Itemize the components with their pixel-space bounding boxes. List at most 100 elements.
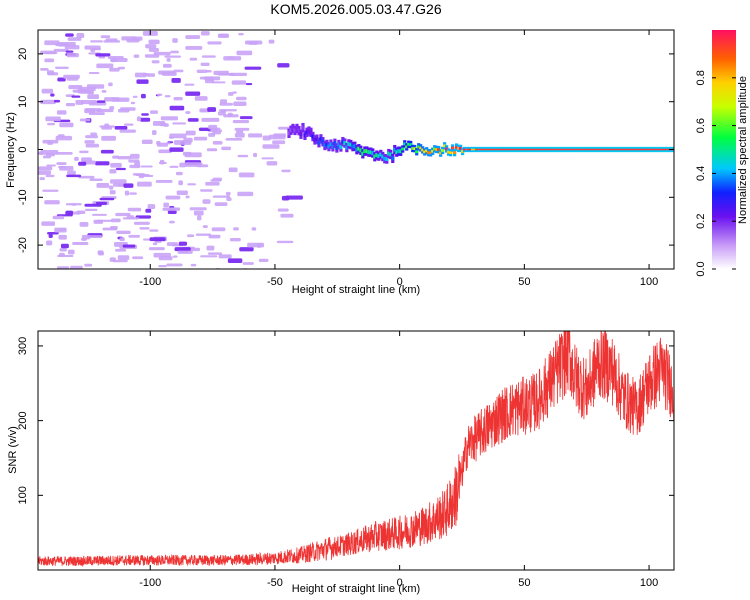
noise-patch [167, 210, 177, 215]
noise-patch [132, 256, 144, 260]
noise-patch [45, 152, 55, 157]
ridge-core [624, 148, 628, 151]
ridge-core [449, 151, 453, 155]
noise-patch [169, 165, 179, 168]
noise-patch [227, 258, 243, 264]
noise-patch [139, 227, 150, 230]
ridge-core [576, 148, 580, 151]
spectrogram-x-tick-label: 0 [397, 276, 403, 288]
noise-patch [65, 210, 74, 216]
noise-patch [53, 99, 61, 103]
noise-patch [133, 221, 150, 225]
noise-patch [210, 179, 222, 182]
ridge-core [451, 146, 455, 150]
noise-patch [130, 153, 140, 159]
ridge-core [622, 148, 626, 151]
ridge-core [462, 148, 467, 151]
noise-patch [200, 255, 218, 258]
ridge-core [590, 148, 594, 151]
noise-patch [201, 55, 216, 58]
ridge-core [616, 148, 620, 151]
noise-patch [95, 201, 107, 205]
noise-patch [110, 179, 127, 184]
noise-patch [59, 122, 74, 128]
noise-patch [141, 113, 149, 116]
noise-patch [164, 207, 180, 210]
ridge-core [596, 148, 600, 151]
noise-patch [146, 73, 156, 77]
noise-patch [136, 79, 149, 84]
ridge-core [564, 148, 568, 151]
ridge-core [558, 148, 562, 151]
noise-patch [162, 63, 172, 68]
noise-patch [166, 58, 171, 62]
noise-patch [285, 195, 303, 200]
ridge-core [389, 152, 393, 157]
noise-patch [218, 254, 232, 259]
ridge-core [423, 150, 427, 154]
noise-patch [276, 240, 294, 244]
noise-patch [206, 148, 218, 152]
ridge-core [572, 148, 576, 151]
ridge-core [492, 148, 497, 151]
noise-patch [228, 92, 234, 96]
noise-patch [56, 266, 70, 269]
ridge-core [514, 148, 519, 151]
ridge-core [626, 148, 630, 151]
ridge-core [369, 150, 373, 155]
noise-patch [57, 77, 66, 82]
ridge-core [608, 148, 612, 151]
noise-patch [169, 220, 175, 224]
ridge-core [554, 148, 558, 151]
ridge-core [393, 147, 397, 152]
noise-patch [56, 162, 67, 166]
ridge-core [335, 146, 339, 150]
noise-patch [156, 141, 161, 145]
noise-patch [198, 127, 211, 132]
ridge-core [425, 149, 429, 153]
ridge-core [630, 148, 634, 151]
ridge-core [504, 148, 509, 151]
noise-patch [141, 139, 153, 144]
noise-patch [204, 76, 221, 81]
noise-patch [151, 130, 157, 136]
noise-patch [172, 255, 178, 258]
noise-patch [272, 140, 286, 145]
noise-patch [214, 202, 228, 206]
noise-patch [96, 63, 114, 69]
ridge-core [379, 152, 383, 157]
noise-patch [89, 178, 103, 182]
noise-patch [244, 66, 262, 70]
ridge-core [345, 145, 349, 150]
noise-patch [130, 101, 136, 105]
noise-patch [225, 138, 243, 141]
noise-patch [84, 208, 98, 212]
noise-patch [218, 109, 237, 112]
noise-patch [96, 183, 110, 188]
noise-patch [47, 72, 59, 76]
ridge-core [600, 148, 604, 151]
noise-patch [115, 167, 126, 171]
noise-patch [164, 55, 182, 58]
snr-y-tick-label: 300 [17, 337, 29, 355]
spectrogram-x-tick-label: -100 [139, 276, 161, 288]
noise-patch [60, 243, 69, 249]
ridge-core [347, 142, 351, 146]
ridge-core [614, 148, 618, 151]
noise-patch [140, 117, 151, 122]
noise-patch [74, 156, 79, 161]
ridge-core [532, 148, 537, 151]
noise-patch [55, 135, 72, 141]
noise-patch [158, 149, 172, 154]
noise-patch [96, 100, 106, 103]
snr-x-tick-label: 0 [397, 577, 403, 589]
noise-patch [236, 96, 247, 101]
noise-patch [65, 33, 74, 37]
ridge-core [361, 151, 365, 156]
ridge-core [500, 148, 505, 151]
noise-patch [165, 195, 181, 200]
noise-patch [75, 100, 84, 105]
noise-patch [200, 189, 213, 192]
ridge-core [522, 148, 527, 151]
noise-patch [184, 83, 195, 86]
